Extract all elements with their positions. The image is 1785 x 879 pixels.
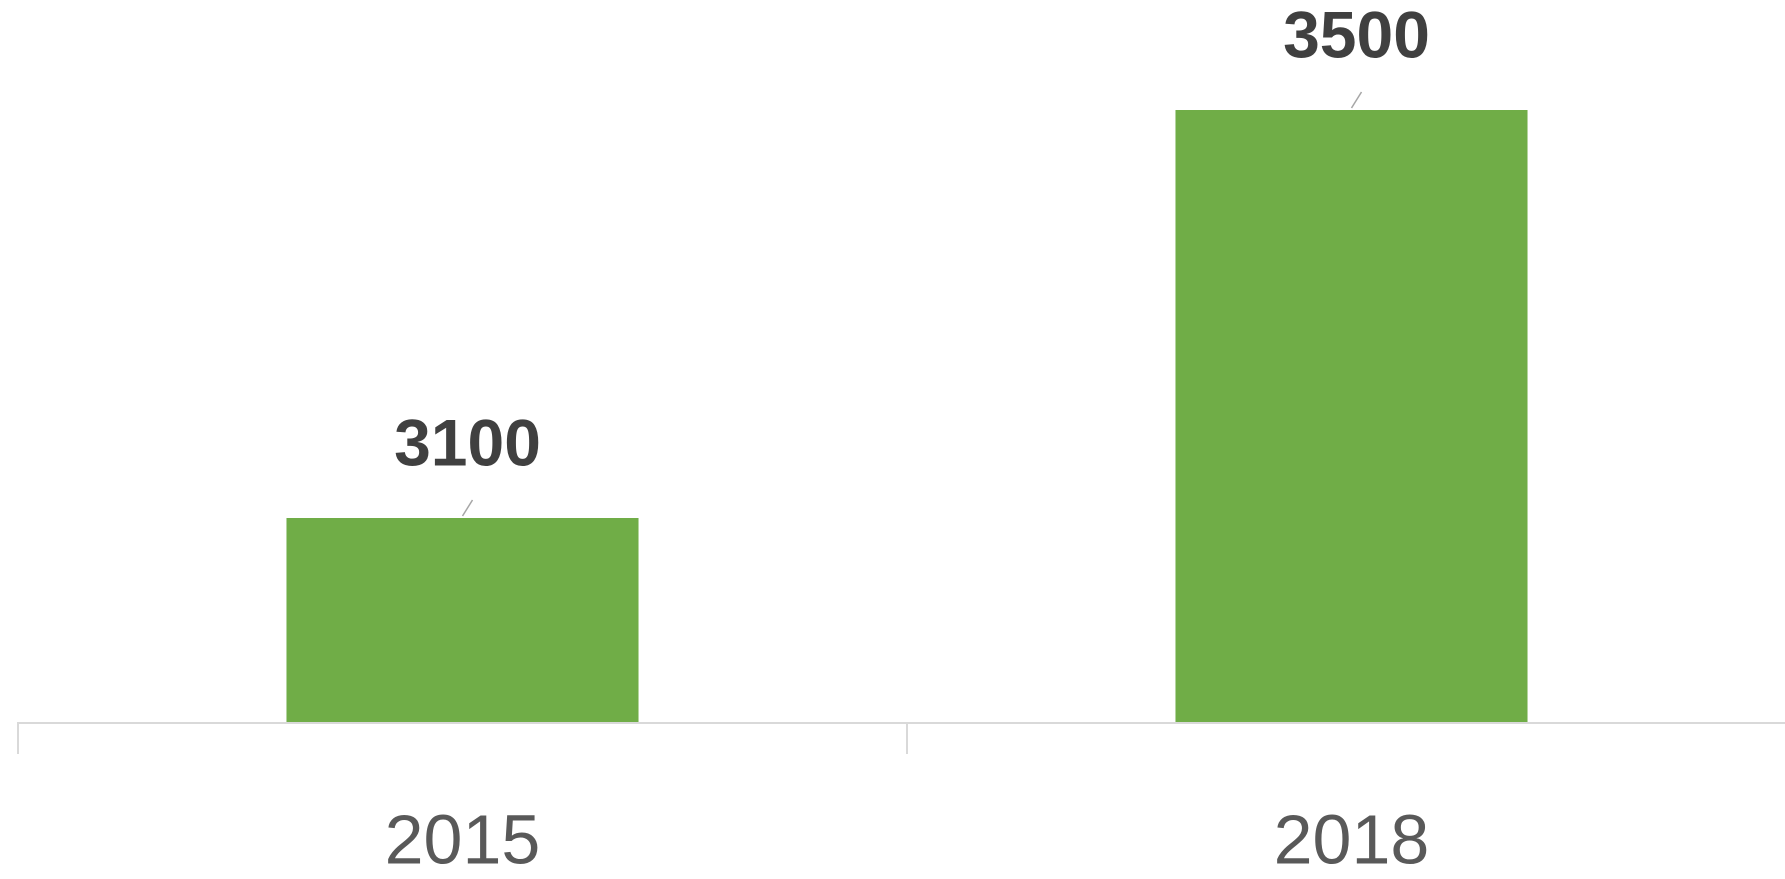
leader-line (461, 499, 474, 517)
bar (286, 518, 639, 722)
bar (1175, 110, 1528, 722)
value-label: 3500 (1283, 0, 1430, 71)
x-tick-label: 2018 (1274, 800, 1430, 878)
value-label: 3100 (394, 405, 541, 479)
leader-line (1350, 91, 1363, 109)
x-tick-label: 2015 (385, 800, 541, 878)
